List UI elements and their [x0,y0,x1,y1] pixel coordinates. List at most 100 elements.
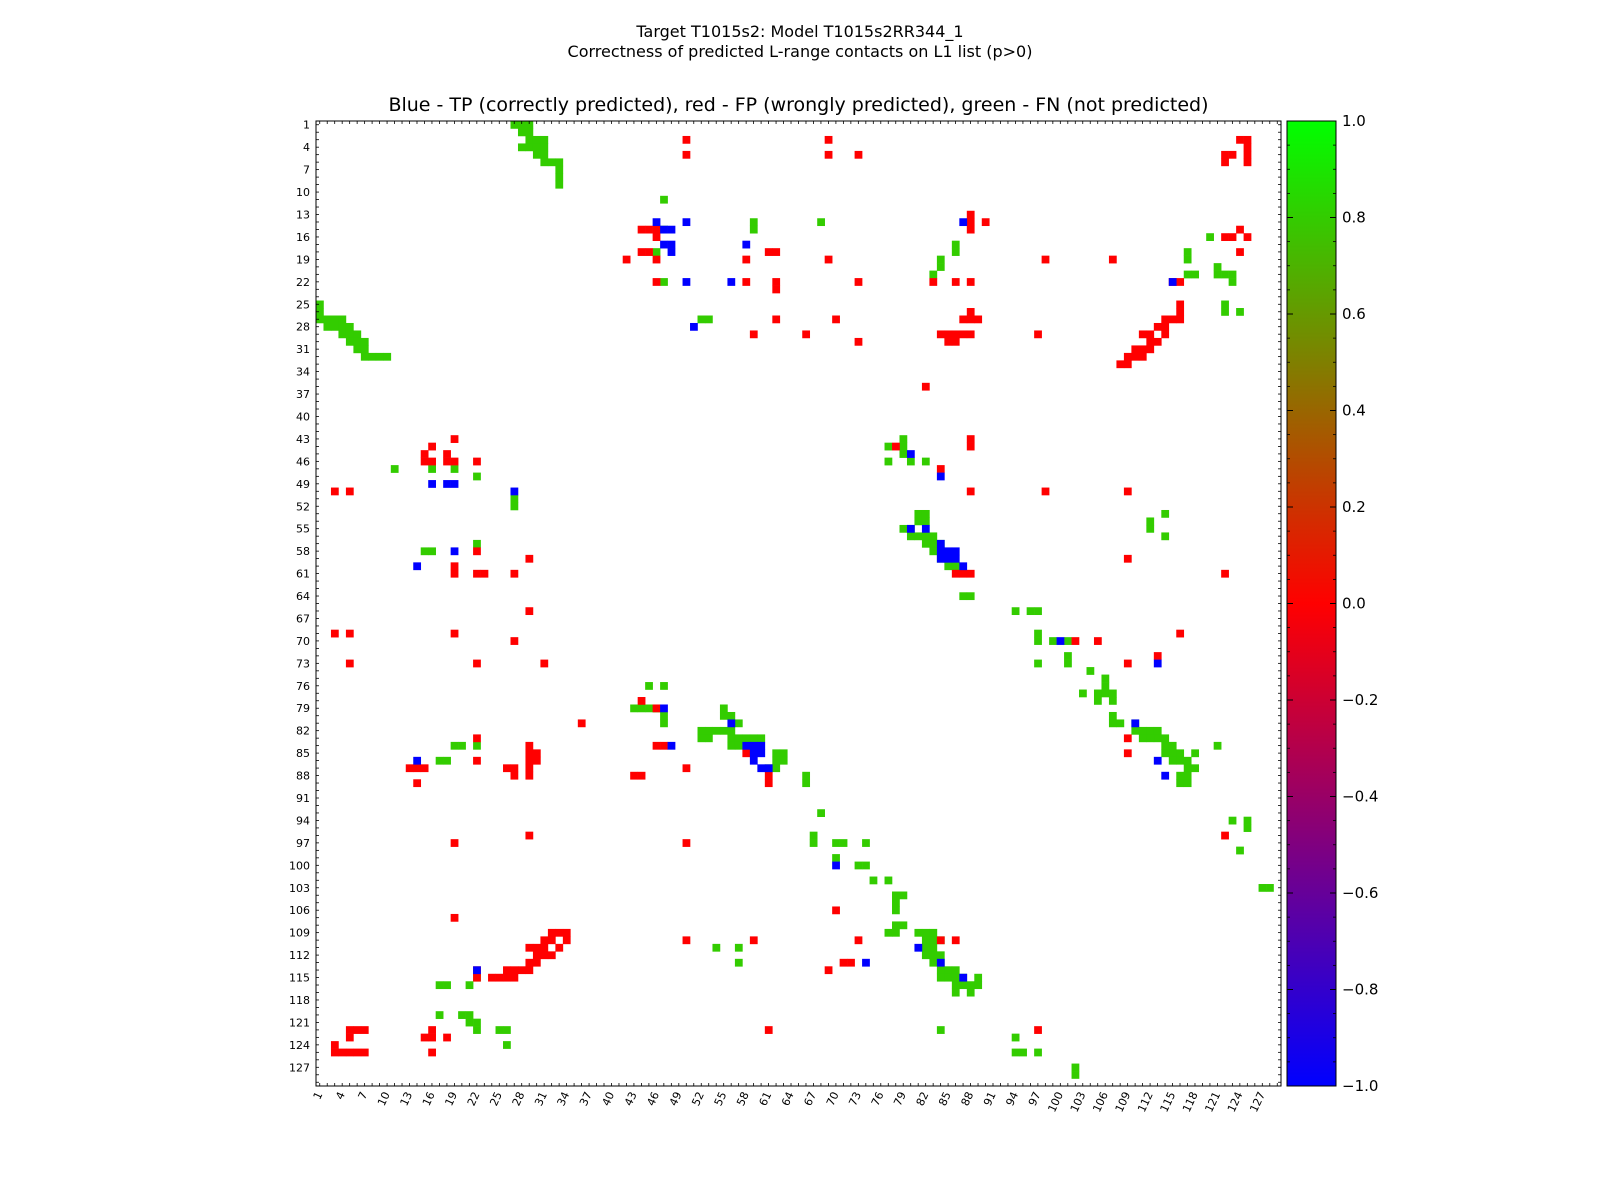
fn-cell [892,906,900,915]
fn-cell [1258,884,1267,892]
fn-cell [1161,749,1170,758]
fp-cell [1243,158,1252,167]
y-tick-label: 73 [296,657,310,670]
fn-cell [772,756,781,765]
fp-cell [892,442,900,451]
fp-cell [944,330,953,339]
fp-cell [682,135,691,144]
fn-cell [936,951,945,960]
colorbar-tick-label: 0.8 [1342,209,1366,227]
fn-cell [757,734,766,743]
fn-cell [510,121,519,129]
y-tick-label: 103 [289,882,310,895]
fp-cell [525,958,534,967]
fn-cell [1146,517,1155,526]
fp-cell [450,435,459,443]
fp-cell [959,569,968,578]
fn-cell [1034,607,1042,616]
fn-cell [749,218,758,227]
fn-cell [936,1026,945,1034]
fp-cell [682,936,691,945]
tp-cell [1056,637,1065,645]
fn-cell [1168,741,1177,750]
fp-cell [936,330,945,339]
x-tick-label: 103 [1068,1090,1089,1115]
x-tick-label: 16 [420,1090,438,1108]
tp-cell [959,218,968,227]
fn-cell [727,726,736,735]
fp-cell [1176,629,1185,638]
fn-cell [1191,270,1200,279]
fp-cell [503,973,511,982]
tp-cell [652,218,661,227]
fp-cell [420,450,429,458]
fn-cell [1243,824,1252,832]
fp-cell [1093,637,1102,645]
tp-cell [862,958,870,967]
y-tick-label: 67 [296,612,310,625]
tp-cell [1153,756,1162,765]
fn-cell [1161,532,1170,541]
tp-cell [413,756,422,765]
fn-cell [1086,667,1095,675]
tp-cell [667,240,676,249]
x-tick-label: 100 [1045,1090,1066,1115]
fp-cell [413,764,422,773]
tp-cell [951,547,960,556]
fn-cell [809,831,818,840]
fp-cell [450,629,459,638]
fp-cell [630,771,638,780]
colorbar-tick-label: −0.2 [1342,691,1378,709]
fp-cell [450,569,459,578]
tp-cell [450,480,459,488]
tp-cell [660,225,668,234]
fn-cell [338,330,347,339]
fn-cell [338,322,347,331]
y-tick-label: 115 [289,972,310,985]
fp-cell [1221,569,1229,578]
fn-cell [338,315,347,324]
fn-cell [899,921,908,930]
fn-cell [951,966,960,975]
fp-cell [959,330,968,339]
fp-cell [547,936,556,945]
fn-cell [899,891,908,900]
tp-cell [667,741,676,750]
fp-cell [1161,315,1170,324]
fp-cell [480,569,489,578]
fp-cell [1041,487,1050,496]
fp-cell [1123,554,1132,563]
x-tick-label: 19 [442,1090,460,1108]
fn-cell [1228,816,1237,825]
colorbar-tick-label: −1.0 [1342,1077,1378,1095]
fp-cell [936,936,945,945]
fn-cell [921,517,930,526]
fn-cell [936,973,945,982]
fn-cell [383,352,392,361]
fp-cell [966,435,975,443]
fn-cell [959,592,968,601]
y-tick-label: 22 [296,276,310,289]
x-tick-label: 73 [846,1090,864,1108]
fn-cell [540,143,549,152]
fp-cell [951,337,960,346]
fn-cell [1183,764,1192,773]
fn-cell [637,704,646,713]
x-tick-label: 22 [465,1090,483,1108]
fp-cell [510,569,519,578]
fn-cell [914,928,923,937]
fp-cell [966,278,975,286]
fp-cell [405,764,414,773]
y-tick-label: 70 [296,635,310,648]
fp-cell [944,337,953,346]
fn-cell [443,981,451,990]
fn-cell [1183,255,1192,264]
fn-cell [869,876,878,885]
tp-cell [690,322,698,331]
fn-cell [1034,1048,1042,1057]
fn-cell [1101,689,1110,698]
fn-cell [525,135,534,144]
fn-cell [779,749,788,758]
y-tick-label: 25 [296,298,310,311]
